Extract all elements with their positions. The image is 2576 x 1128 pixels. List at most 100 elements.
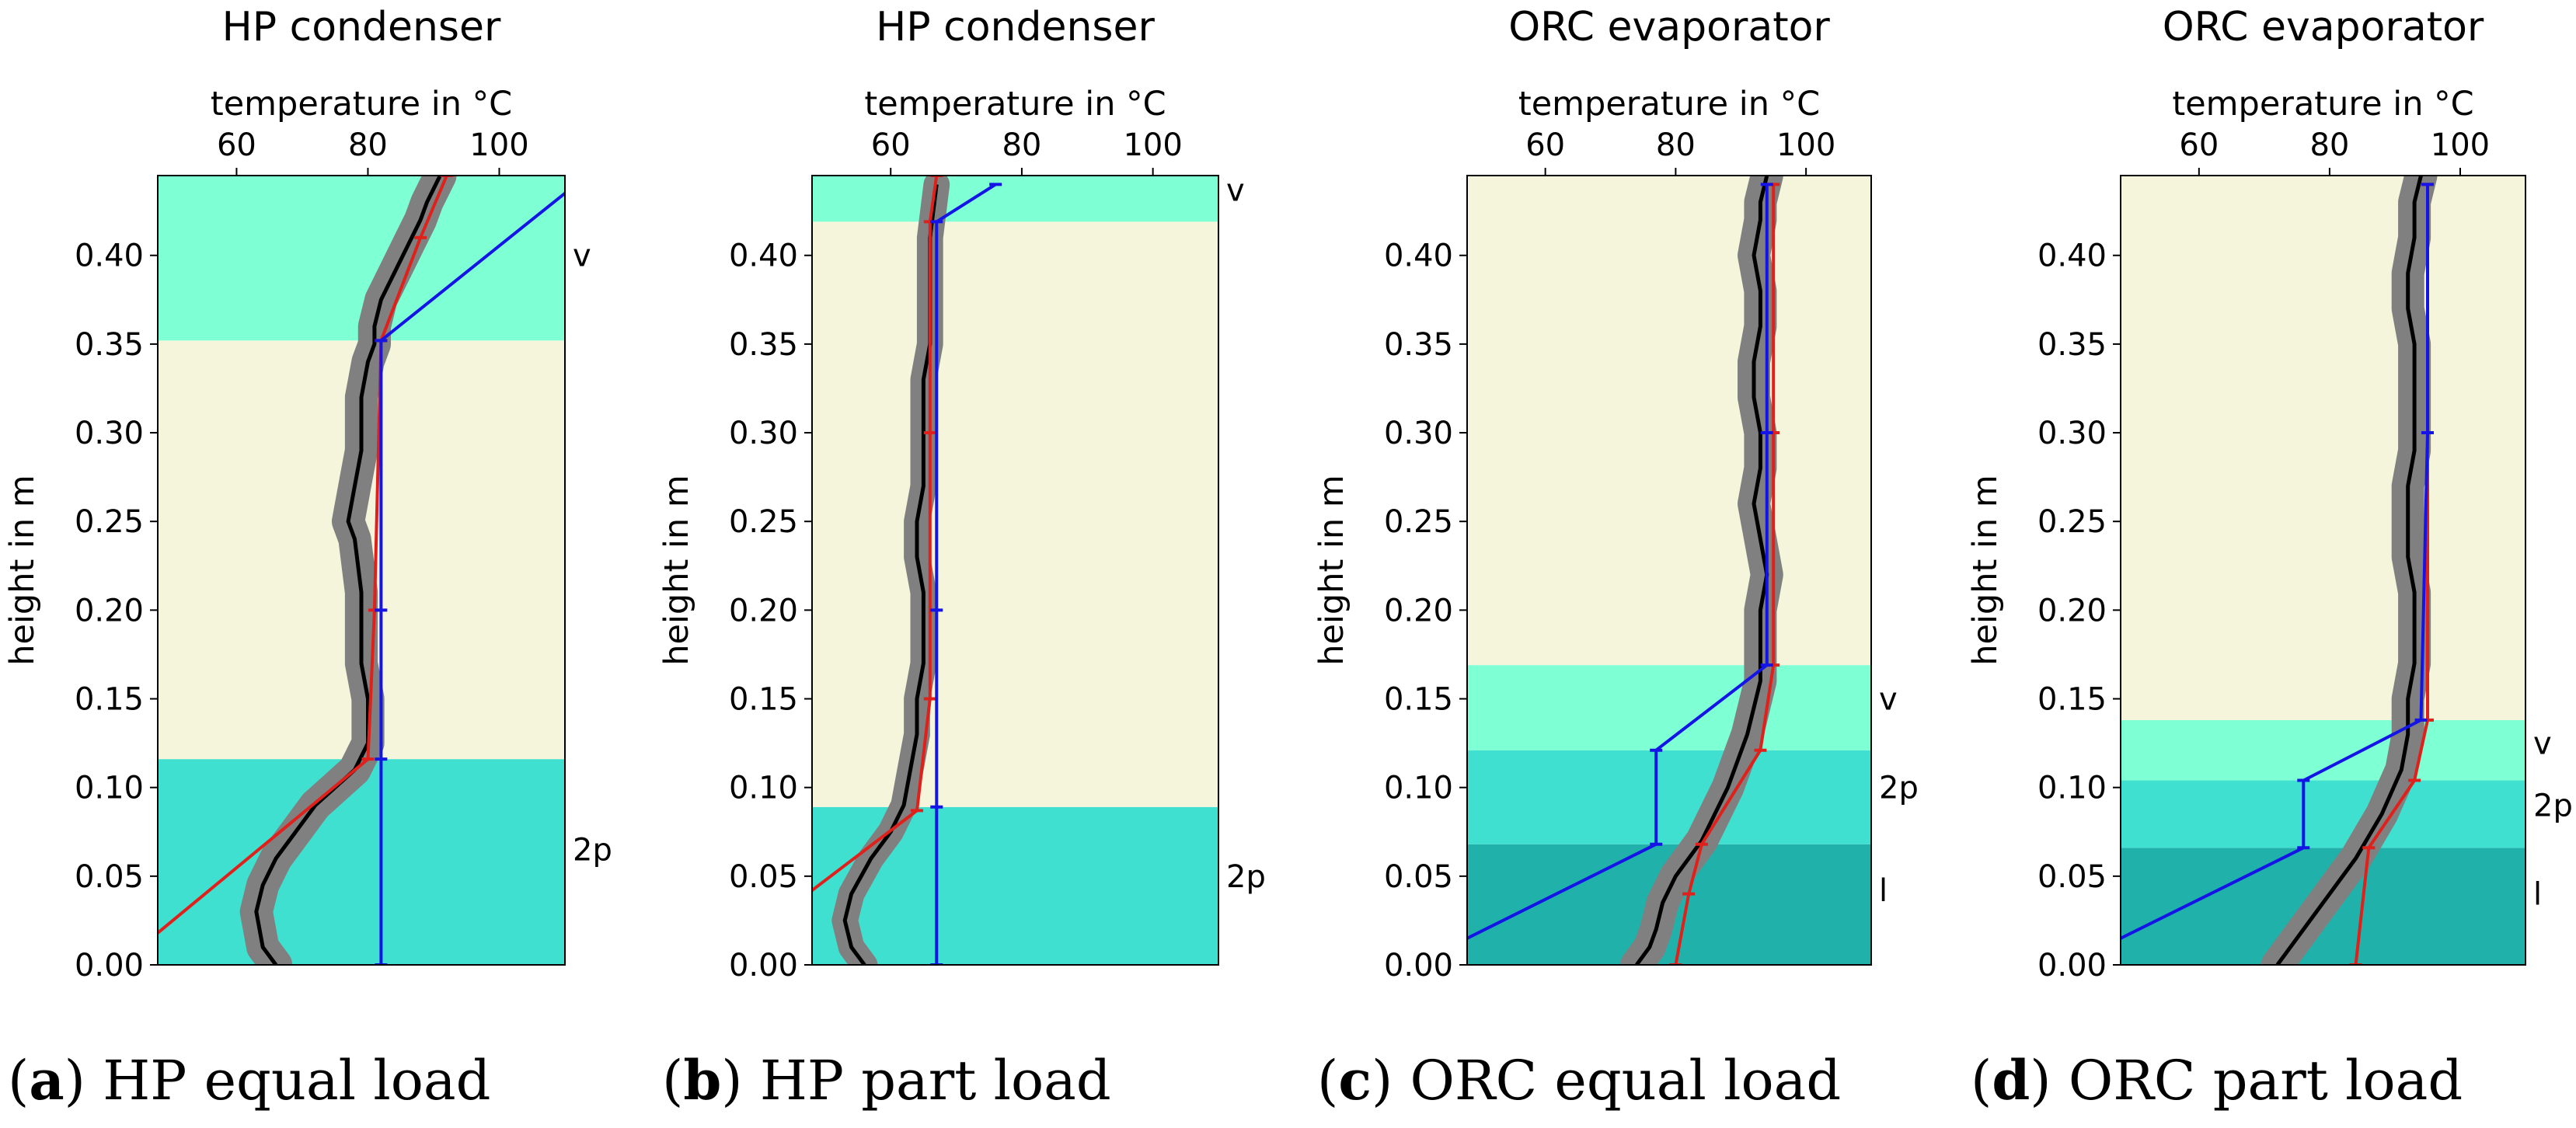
y-tick-label: 0.25 xyxy=(1384,504,1453,540)
zone-label: 2p xyxy=(1226,859,1266,895)
zone-label: 2p xyxy=(2533,789,2573,824)
zone-band xyxy=(1467,176,1871,666)
axes-frame xyxy=(1466,175,1872,966)
y-tick-label: 0.35 xyxy=(2037,327,2107,363)
x-tick-label: 100 xyxy=(2431,127,2490,163)
y-tick-label: 0.15 xyxy=(729,682,798,718)
y-tick-label: 0.35 xyxy=(75,327,144,363)
panel-b: HP condenser temperature in °C 2p v 60 80 100 0… xyxy=(657,4,1266,1112)
zone-label: l xyxy=(2533,877,2542,913)
x-tick-label: 60 xyxy=(871,127,911,163)
y-tick-label: 0.30 xyxy=(75,416,144,451)
panel-title: HP condenser xyxy=(222,4,501,50)
y-tick-label: 0.20 xyxy=(729,593,798,628)
zone-band xyxy=(1467,665,1871,750)
x-tick-label: 80 xyxy=(348,127,388,163)
axes-frame xyxy=(157,175,566,966)
x-tick-label: 80 xyxy=(1002,127,1041,163)
y-tick-label: 0.25 xyxy=(75,504,144,540)
x-tick-label: 60 xyxy=(2179,127,2219,163)
y-tick-label: 0.00 xyxy=(2037,948,2107,984)
y-tick-label: 0.20 xyxy=(1384,593,1453,628)
y-axis-label: height in m xyxy=(657,475,696,666)
axes-frame xyxy=(2120,175,2526,966)
y-axis-label: height in m xyxy=(1966,475,2005,666)
x-axis-label: temperature in °C xyxy=(1518,85,1820,124)
x-axis-label: temperature in °C xyxy=(2172,85,2473,124)
x-tick-label: 80 xyxy=(2309,127,2349,163)
measured-temperature-line xyxy=(254,176,442,965)
y-tick-label: 0.30 xyxy=(2037,416,2107,451)
y-tick-label: 0.35 xyxy=(729,327,798,363)
y-tick-label: 0.05 xyxy=(2037,859,2107,895)
zone-band xyxy=(2121,780,2525,848)
panel-title: ORC evaporator xyxy=(2163,4,2484,50)
zone-band xyxy=(1467,750,1871,844)
zone-band xyxy=(2121,176,2525,720)
zone-band xyxy=(812,176,1218,222)
caption-letter: c xyxy=(1338,1048,1372,1112)
y-tick-label: 0.00 xyxy=(729,948,798,984)
x-tick-label: 60 xyxy=(1525,127,1565,163)
x-tick-label: 100 xyxy=(469,127,528,163)
y-tick-label: 0.10 xyxy=(729,771,798,806)
panel-caption: (b) HP part load xyxy=(662,1048,1111,1112)
caption-letter: b xyxy=(683,1048,721,1112)
working-fluid-model-line xyxy=(1467,184,1769,940)
zone-label: 2p xyxy=(573,833,612,869)
zone-label: l xyxy=(1879,873,1888,909)
y-tick-label: 0.40 xyxy=(75,238,144,274)
y-tick-label: 0.15 xyxy=(75,682,144,718)
y-tick-label: 0.05 xyxy=(75,859,144,895)
measured-temperature-line xyxy=(2275,176,2423,965)
zone-band xyxy=(158,759,565,965)
y-tick-label: 0.40 xyxy=(2037,238,2107,274)
y-tick-label: 0.10 xyxy=(1384,771,1453,806)
x-tick-label: 60 xyxy=(217,127,256,163)
zone-label: v xyxy=(1879,682,1898,718)
y-tick-label: 0.15 xyxy=(1384,682,1453,718)
y-axis-label: height in m xyxy=(3,475,42,666)
panel-a: HP condenser temperature in °C 2p v 60 80 100 0… xyxy=(3,4,612,1112)
caption-text: HP part load xyxy=(760,1049,1111,1112)
y-tick-label: 0.00 xyxy=(1384,948,1453,984)
y-tick-label: 0.30 xyxy=(729,416,798,451)
measured-temperature-line xyxy=(1635,176,1769,965)
zone-label: v xyxy=(573,238,591,274)
y-tick-label: 0.25 xyxy=(2037,504,2107,540)
x-tick-label: 100 xyxy=(1123,127,1182,163)
x-tick-label: 100 xyxy=(1776,127,1835,163)
zone-band xyxy=(812,806,1218,965)
caption-letter: a xyxy=(29,1048,64,1112)
y-tick-label: 0.00 xyxy=(75,948,144,984)
y-tick-label: 0.10 xyxy=(2037,771,2107,806)
zone-label: v xyxy=(2533,726,2552,762)
water-model-line xyxy=(158,176,448,935)
panel-caption: (a) HP equal load xyxy=(8,1048,490,1112)
x-tick-label: 80 xyxy=(1656,127,1696,163)
panel-d: ORC evaporator temperature in °C l 2p v 60 80 1… xyxy=(1966,4,2573,1112)
zone-band xyxy=(812,221,1218,807)
x-axis-label: temperature in °C xyxy=(211,85,512,124)
panel-title: HP condenser xyxy=(876,4,1155,50)
panel-title: ORC evaporator xyxy=(1508,4,1830,50)
y-tick-label: 0.40 xyxy=(729,238,798,274)
y-tick-label: 0.40 xyxy=(1384,238,1453,274)
caption-text: ORC part load xyxy=(2069,1049,2463,1112)
y-tick-label: 0.15 xyxy=(2037,682,2107,718)
y-tick-label: 0.20 xyxy=(2037,593,2107,628)
y-tick-label: 0.35 xyxy=(1384,327,1453,363)
working-fluid-model-line xyxy=(2121,184,2429,940)
panel-caption: (d) ORC part load xyxy=(1971,1048,2463,1112)
water-model-line xyxy=(812,176,939,892)
caption-text: ORC equal load xyxy=(1410,1049,1842,1112)
panel-c: ORC evaporator temperature in °C l 2p v 60 80 1… xyxy=(1312,4,1919,1112)
caption-letter: d xyxy=(1992,1048,2030,1112)
caption-text: HP equal load xyxy=(103,1049,490,1112)
axes-frame xyxy=(811,175,1219,966)
x-axis-label: temperature in °C xyxy=(864,85,1166,124)
zone-label: v xyxy=(1226,172,1245,208)
y-axis-label: height in m xyxy=(1312,475,1351,666)
zone-label: 2p xyxy=(1879,771,1919,806)
